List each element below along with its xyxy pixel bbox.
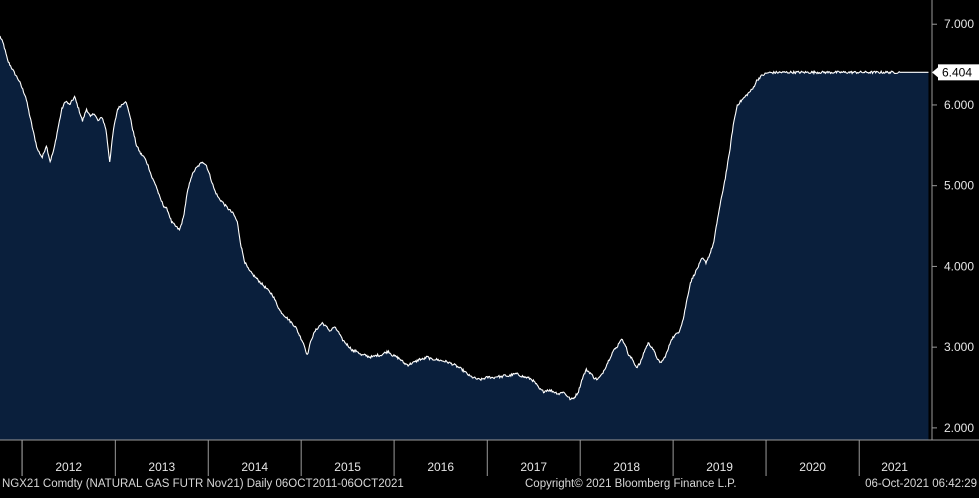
last-value-text: 6.404 [942, 65, 972, 79]
x-tick-label: 2014 [241, 460, 268, 474]
last-value-box [938, 64, 979, 81]
y-tick-label: 5.000 [944, 179, 974, 193]
x-tick-label: 2013 [148, 460, 175, 474]
footer-copyright-text: Copyright© 2021 Bloomberg Finance L.P. [525, 478, 737, 490]
last-value-layer: 6.404 [932, 64, 979, 81]
x-tick-label: 2019 [706, 460, 733, 474]
y-tick-label: 3.000 [944, 340, 974, 354]
x-tick-layer: 2012 2013 2014 2015 2016 2017 2018 2019 2020 2021 [21, 440, 908, 476]
price-area [0, 35, 929, 440]
y-tick-label: 2.000 [944, 421, 974, 435]
x-tick-label: 2021 [881, 460, 908, 474]
area-layer [0, 35, 929, 440]
footer-timestamp-text: 06-Oct-2021 06:42:29 [865, 478, 977, 490]
line-layer [0, 35, 929, 401]
axis-layer [0, 0, 979, 441]
last-value-pointer [932, 67, 938, 78]
y-tick-label: 6.000 [944, 98, 974, 112]
footer: NGX21 Comdty (NATURAL GAS FUTR Nov21) Da… [2, 478, 977, 490]
x-tick-label: 2017 [520, 460, 547, 474]
y-tick-label: 4.000 [944, 259, 974, 273]
y-tick-layer: 2.000 3.000 4.000 5.000 6.000 7.000 [932, 17, 974, 435]
x-tick-label: 2018 [613, 460, 640, 474]
footer-ticker-text: NGX21 Comdty (NATURAL GAS FUTR Nov21) Da… [2, 478, 404, 490]
x-tick-label: 2020 [799, 460, 826, 474]
x-tick-label: 2015 [334, 460, 361, 474]
y-tick-label: 7.000 [944, 17, 974, 31]
x-tick-label: 2016 [427, 460, 454, 474]
x-tick-label: 2012 [55, 460, 82, 474]
price-line [0, 35, 929, 401]
